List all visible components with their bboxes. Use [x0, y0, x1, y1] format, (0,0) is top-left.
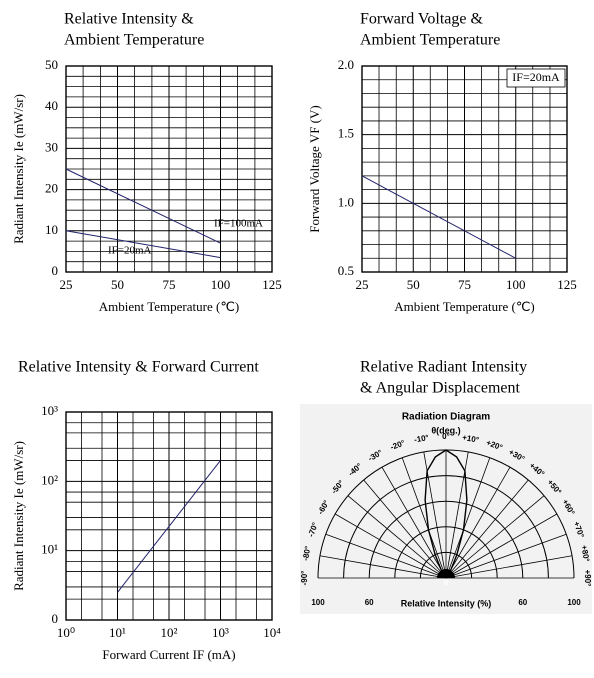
subtitle: Radiation Diagram — [402, 412, 490, 423]
r-tick-label: 100 — [567, 598, 581, 607]
x-tick-label: 100 — [211, 277, 231, 292]
y-tick-label: 0 — [52, 263, 59, 278]
theta-tick-label: +80° — [579, 544, 591, 562]
y-tick-label: 0.5 — [338, 263, 354, 278]
x-tick-label: 10⁰ — [57, 625, 75, 640]
x-axis-label: Ambient Temperature (℃) — [394, 299, 535, 314]
chart-title: Ambient Temperature — [64, 32, 204, 49]
chart-title: Relative Intensity & Forward Current — [18, 359, 259, 376]
chart-title: Forward Voltage & — [360, 11, 484, 28]
x-tick-label: 10² — [161, 625, 178, 640]
y-axis-label: Radiant Intensity Ie (mW/sr) — [11, 441, 26, 591]
x-tick-label: 25 — [356, 277, 369, 292]
y-tick-label: 10 — [45, 222, 58, 237]
plot-frame — [361, 65, 568, 273]
x-tick-label: 125 — [262, 277, 282, 292]
r-tick-label: 60 — [518, 598, 527, 607]
y-tick-label: 1.0 — [338, 194, 354, 209]
x-tick-label: 10⁴ — [263, 625, 281, 640]
theta-tick-label: -90° — [300, 571, 309, 586]
series-label: IF=20mA — [108, 245, 152, 257]
chart-title: Relative Intensity & — [64, 11, 194, 28]
grid-spoke — [381, 466, 447, 579]
x-tick-label: 10³ — [212, 625, 229, 640]
line — [361, 175, 516, 259]
grid-spoke — [445, 457, 491, 579]
grid-spoke — [401, 457, 447, 579]
y-tick-label: 30 — [45, 139, 58, 154]
grid-spoke — [445, 533, 567, 579]
grid-spoke — [445, 495, 545, 579]
grid-spoke — [445, 555, 573, 579]
line — [117, 460, 221, 593]
theta-tick-label: 0° — [442, 432, 450, 441]
annotation-box — [506, 68, 566, 88]
plot-frame — [65, 411, 273, 621]
theta-tick-label: -80° — [301, 545, 312, 561]
x-tick-label: 100 — [506, 277, 526, 292]
x-tick-label: 25 — [60, 277, 73, 292]
y-tick-label: 10² — [41, 472, 58, 487]
line — [65, 168, 221, 244]
y-axis-label: Radiant Intensity Ie (mW/sr) — [11, 94, 26, 244]
x-tick-label: 50 — [111, 277, 124, 292]
y-axis-label: Forward Voltage VF (V) — [307, 105, 322, 232]
x-axis-label: Ambient Temperature (℃) — [99, 299, 240, 314]
r-tick-label: 100 — [311, 598, 325, 607]
y-tick-label: 0 — [52, 611, 59, 626]
chart-title: & Angular Displacement — [360, 380, 521, 397]
r-axis-label: Relative Intensity (%) — [401, 598, 492, 608]
y-tick-label: 40 — [45, 98, 58, 113]
line — [65, 230, 221, 259]
chart-title: Ambient Temperature — [360, 32, 500, 49]
theta-tick-label: +90° — [583, 570, 592, 587]
grid-spoke — [445, 466, 511, 579]
x-tick-label: 50 — [407, 277, 420, 292]
grid-spoke — [363, 479, 447, 579]
grid-spoke — [445, 513, 558, 579]
annotation: IF=20mA — [512, 70, 560, 84]
x-axis-label: Forward Current IF (mA) — [102, 647, 235, 662]
grid-spoke — [445, 479, 529, 579]
y-tick-label: 10¹ — [41, 542, 58, 557]
x-tick-label: 75 — [163, 277, 176, 292]
theta-tick-label: +10° — [462, 433, 480, 445]
x-tick-label: 10¹ — [109, 625, 126, 640]
chart-title: Relative Radiant Intensity — [360, 359, 527, 376]
grid-spoke — [319, 555, 447, 579]
y-tick-label: 1.5 — [338, 126, 354, 141]
y-tick-label: 10³ — [41, 403, 58, 418]
grid-spoke — [334, 513, 447, 579]
r-tick-label: 60 — [365, 598, 374, 607]
x-tick-label: 75 — [458, 277, 471, 292]
theta-tick-label: -10° — [413, 433, 429, 444]
series-label: IF=100mA — [214, 218, 263, 230]
r-tick-label: 0 — [444, 578, 449, 587]
radiation-lobe — [424, 449, 468, 579]
grid-spoke — [325, 533, 447, 579]
y-tick-label: 2.0 — [338, 57, 354, 72]
grid-spoke — [347, 495, 447, 579]
x-tick-label: 125 — [557, 277, 577, 292]
y-tick-label: 50 — [45, 57, 58, 72]
theta-label: θ(deg.) — [431, 425, 460, 435]
y-tick-label: 20 — [45, 181, 58, 196]
